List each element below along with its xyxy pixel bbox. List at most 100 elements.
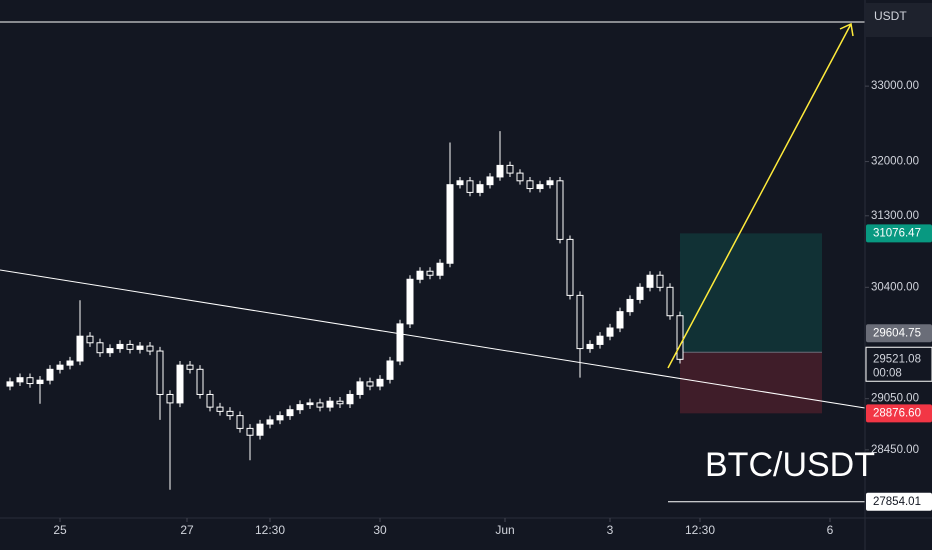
candle-body <box>526 180 534 190</box>
candle-body <box>326 400 334 408</box>
plot-area <box>6 131 865 503</box>
candle-body <box>226 410 234 417</box>
price-badge <box>866 492 932 511</box>
candle-body <box>626 298 634 313</box>
candle-body <box>176 364 184 404</box>
candle-body <box>486 176 494 186</box>
candle-body <box>286 409 294 417</box>
candle-body <box>676 315 684 360</box>
candle-body <box>316 402 324 408</box>
candle-body <box>256 423 264 436</box>
candle-body <box>16 377 24 383</box>
candle-body <box>306 402 314 406</box>
candle-body <box>386 360 394 380</box>
candle-body <box>166 393 174 404</box>
price-badge-label: 29604.75 <box>873 327 921 339</box>
x-tick-label: Jun <box>495 523 514 537</box>
candle-body <box>366 381 374 387</box>
candle-body <box>146 345 154 352</box>
x-tick-label: 6 <box>827 523 834 537</box>
x-tick-label: 27 <box>180 523 194 537</box>
y-tick-label: 30400.00 <box>871 281 919 293</box>
candle-body <box>96 342 104 354</box>
profit-zone <box>680 233 822 353</box>
candle-body <box>436 262 444 276</box>
symbol-title: BTC/USDT <box>705 446 875 484</box>
x-tick-label: 30 <box>373 523 387 537</box>
trend-line <box>0 269 866 409</box>
arrow-line <box>667 23 852 369</box>
price-badge-label: 31076.47 <box>873 227 921 239</box>
price-badge-label: 27854.01 <box>873 496 921 508</box>
currency-label: USDT <box>874 9 907 23</box>
candle-body <box>6 381 14 387</box>
countdown-label: 00:08 <box>873 367 902 379</box>
candle-body <box>346 393 354 405</box>
candle-body <box>476 184 484 193</box>
candle-body <box>136 345 144 350</box>
candle-body <box>246 427 254 436</box>
candle-body <box>66 360 74 366</box>
candle-body <box>506 164 514 174</box>
candle-body <box>636 286 644 300</box>
arrow-head <box>839 22 854 37</box>
candle-body <box>86 335 94 344</box>
candle-body <box>586 343 594 350</box>
candle-body <box>46 368 54 381</box>
candle-body <box>496 164 504 178</box>
candle-body <box>156 350 164 395</box>
candle-body <box>466 180 474 193</box>
arrow <box>667 22 854 369</box>
candle-body <box>446 184 454 264</box>
candle-body <box>56 364 64 370</box>
candle-body <box>266 419 274 425</box>
candle-body <box>426 270 434 276</box>
y-tick-label: 28450.00 <box>871 444 919 456</box>
price-badge <box>866 224 932 243</box>
x-tick-label: 3 <box>607 523 614 537</box>
loss-zone <box>680 352 822 414</box>
candle-body <box>546 180 554 186</box>
candle-body <box>36 379 44 385</box>
price-badge <box>866 324 932 343</box>
y-tick-label: 31300.00 <box>871 210 919 222</box>
last-price-label: 29521.08 <box>873 353 921 365</box>
candle-body <box>556 180 564 240</box>
last-price-badge <box>865 346 932 382</box>
candle-body <box>666 286 674 317</box>
candle-body <box>106 348 114 354</box>
candle-body <box>606 327 614 337</box>
y-tick-label: 32000.00 <box>871 156 919 168</box>
candle-body <box>616 311 624 329</box>
candle-body <box>186 364 194 370</box>
candle-body <box>596 335 604 345</box>
currency-box <box>866 3 932 37</box>
candle-body <box>406 278 414 325</box>
candle-body <box>216 406 224 412</box>
candle-body <box>576 294 584 350</box>
x-tick-label: 12:30 <box>685 523 715 537</box>
candle-body <box>296 404 304 411</box>
candle-body <box>516 172 524 182</box>
candle-body <box>236 415 244 429</box>
candle-body <box>656 274 664 288</box>
candle-body <box>336 400 344 405</box>
price-badge <box>866 404 932 423</box>
price-badges: USDT 31076.47 29604.75 29521.08 00:08 28876.… <box>865 3 932 511</box>
candle-body <box>26 377 34 385</box>
candle-body <box>276 415 284 421</box>
candle-body <box>116 343 124 350</box>
y-tick-label: 33000.00 <box>871 80 919 92</box>
candle-body <box>126 343 134 350</box>
candle-body <box>416 270 424 280</box>
y-tick-label: 29050.00 <box>871 393 919 405</box>
candle-body <box>196 368 204 395</box>
candle-body <box>76 335 84 362</box>
candle-body <box>396 323 404 362</box>
x-tick-label: 12:30 <box>255 523 285 537</box>
candle-body <box>206 393 214 408</box>
candle-body <box>456 180 464 186</box>
